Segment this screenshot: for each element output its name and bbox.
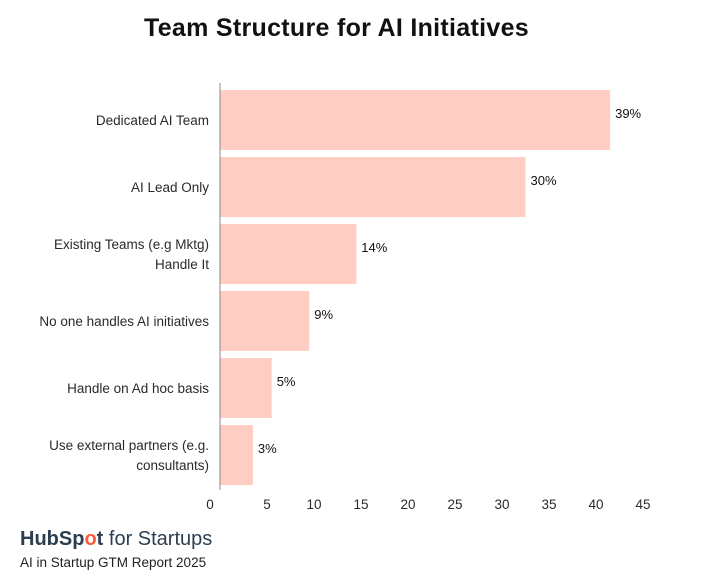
- category-label: No one handles AI initiatives: [39, 314, 209, 329]
- bar: [220, 90, 611, 150]
- category-label: Use external partners (e.g. consultants): [49, 438, 209, 473]
- x-tick-label: 10: [306, 497, 321, 512]
- hubspot-for-startups-logo: HubSpot for Startups: [20, 528, 212, 551]
- value-labels: 39% 30% 14% 9% 5% 3%: [258, 106, 642, 456]
- sprocket-icon: o: [84, 528, 97, 550]
- chart-title: Team Structure for AI Initiatives: [144, 14, 529, 42]
- value-label: 39%: [615, 106, 641, 121]
- bar: [220, 291, 310, 351]
- bar-chart: Dedicated AI Team AI Lead Only Existing Te…: [39, 83, 651, 512]
- for-startups-text: for Startups: [108, 528, 213, 550]
- value-label: 9%: [314, 307, 333, 322]
- category-label: Handle on Ad hoc basis: [67, 381, 209, 396]
- x-tick-label: 30: [494, 497, 509, 512]
- x-tick-label: 5: [263, 497, 271, 512]
- report-name: AI in Startup GTM Report 2025: [20, 555, 207, 570]
- value-label: 3%: [258, 441, 277, 456]
- bar: [220, 358, 272, 418]
- bar: [220, 157, 526, 217]
- bars-group: [220, 90, 611, 485]
- category-label: AI Lead Only: [131, 180, 209, 195]
- x-axis-tick-labels: 0 5 10 15 20 25 30 35 40 45: [206, 497, 650, 512]
- category-label: Dedicated AI Team: [96, 113, 209, 128]
- x-tick-label: 35: [541, 497, 556, 512]
- x-tick-label: 40: [588, 497, 603, 512]
- x-tick-label: 45: [635, 497, 650, 512]
- x-tick-label: 0: [206, 497, 214, 512]
- x-tick-label: 20: [400, 497, 415, 512]
- x-tick-label: 15: [353, 497, 368, 512]
- category-labels: Dedicated AI Team AI Lead Only Existing Te…: [39, 113, 209, 473]
- x-tick-label: 25: [447, 497, 462, 512]
- value-label: 14%: [361, 240, 387, 255]
- value-label: 5%: [277, 374, 296, 389]
- value-label: 30%: [531, 173, 557, 188]
- bar: [220, 425, 253, 485]
- category-label: Existing Teams (e.g Mktg) Handle It: [54, 237, 209, 272]
- bar: [220, 224, 357, 284]
- hubspot-wordmark: HubSpot: [20, 528, 104, 550]
